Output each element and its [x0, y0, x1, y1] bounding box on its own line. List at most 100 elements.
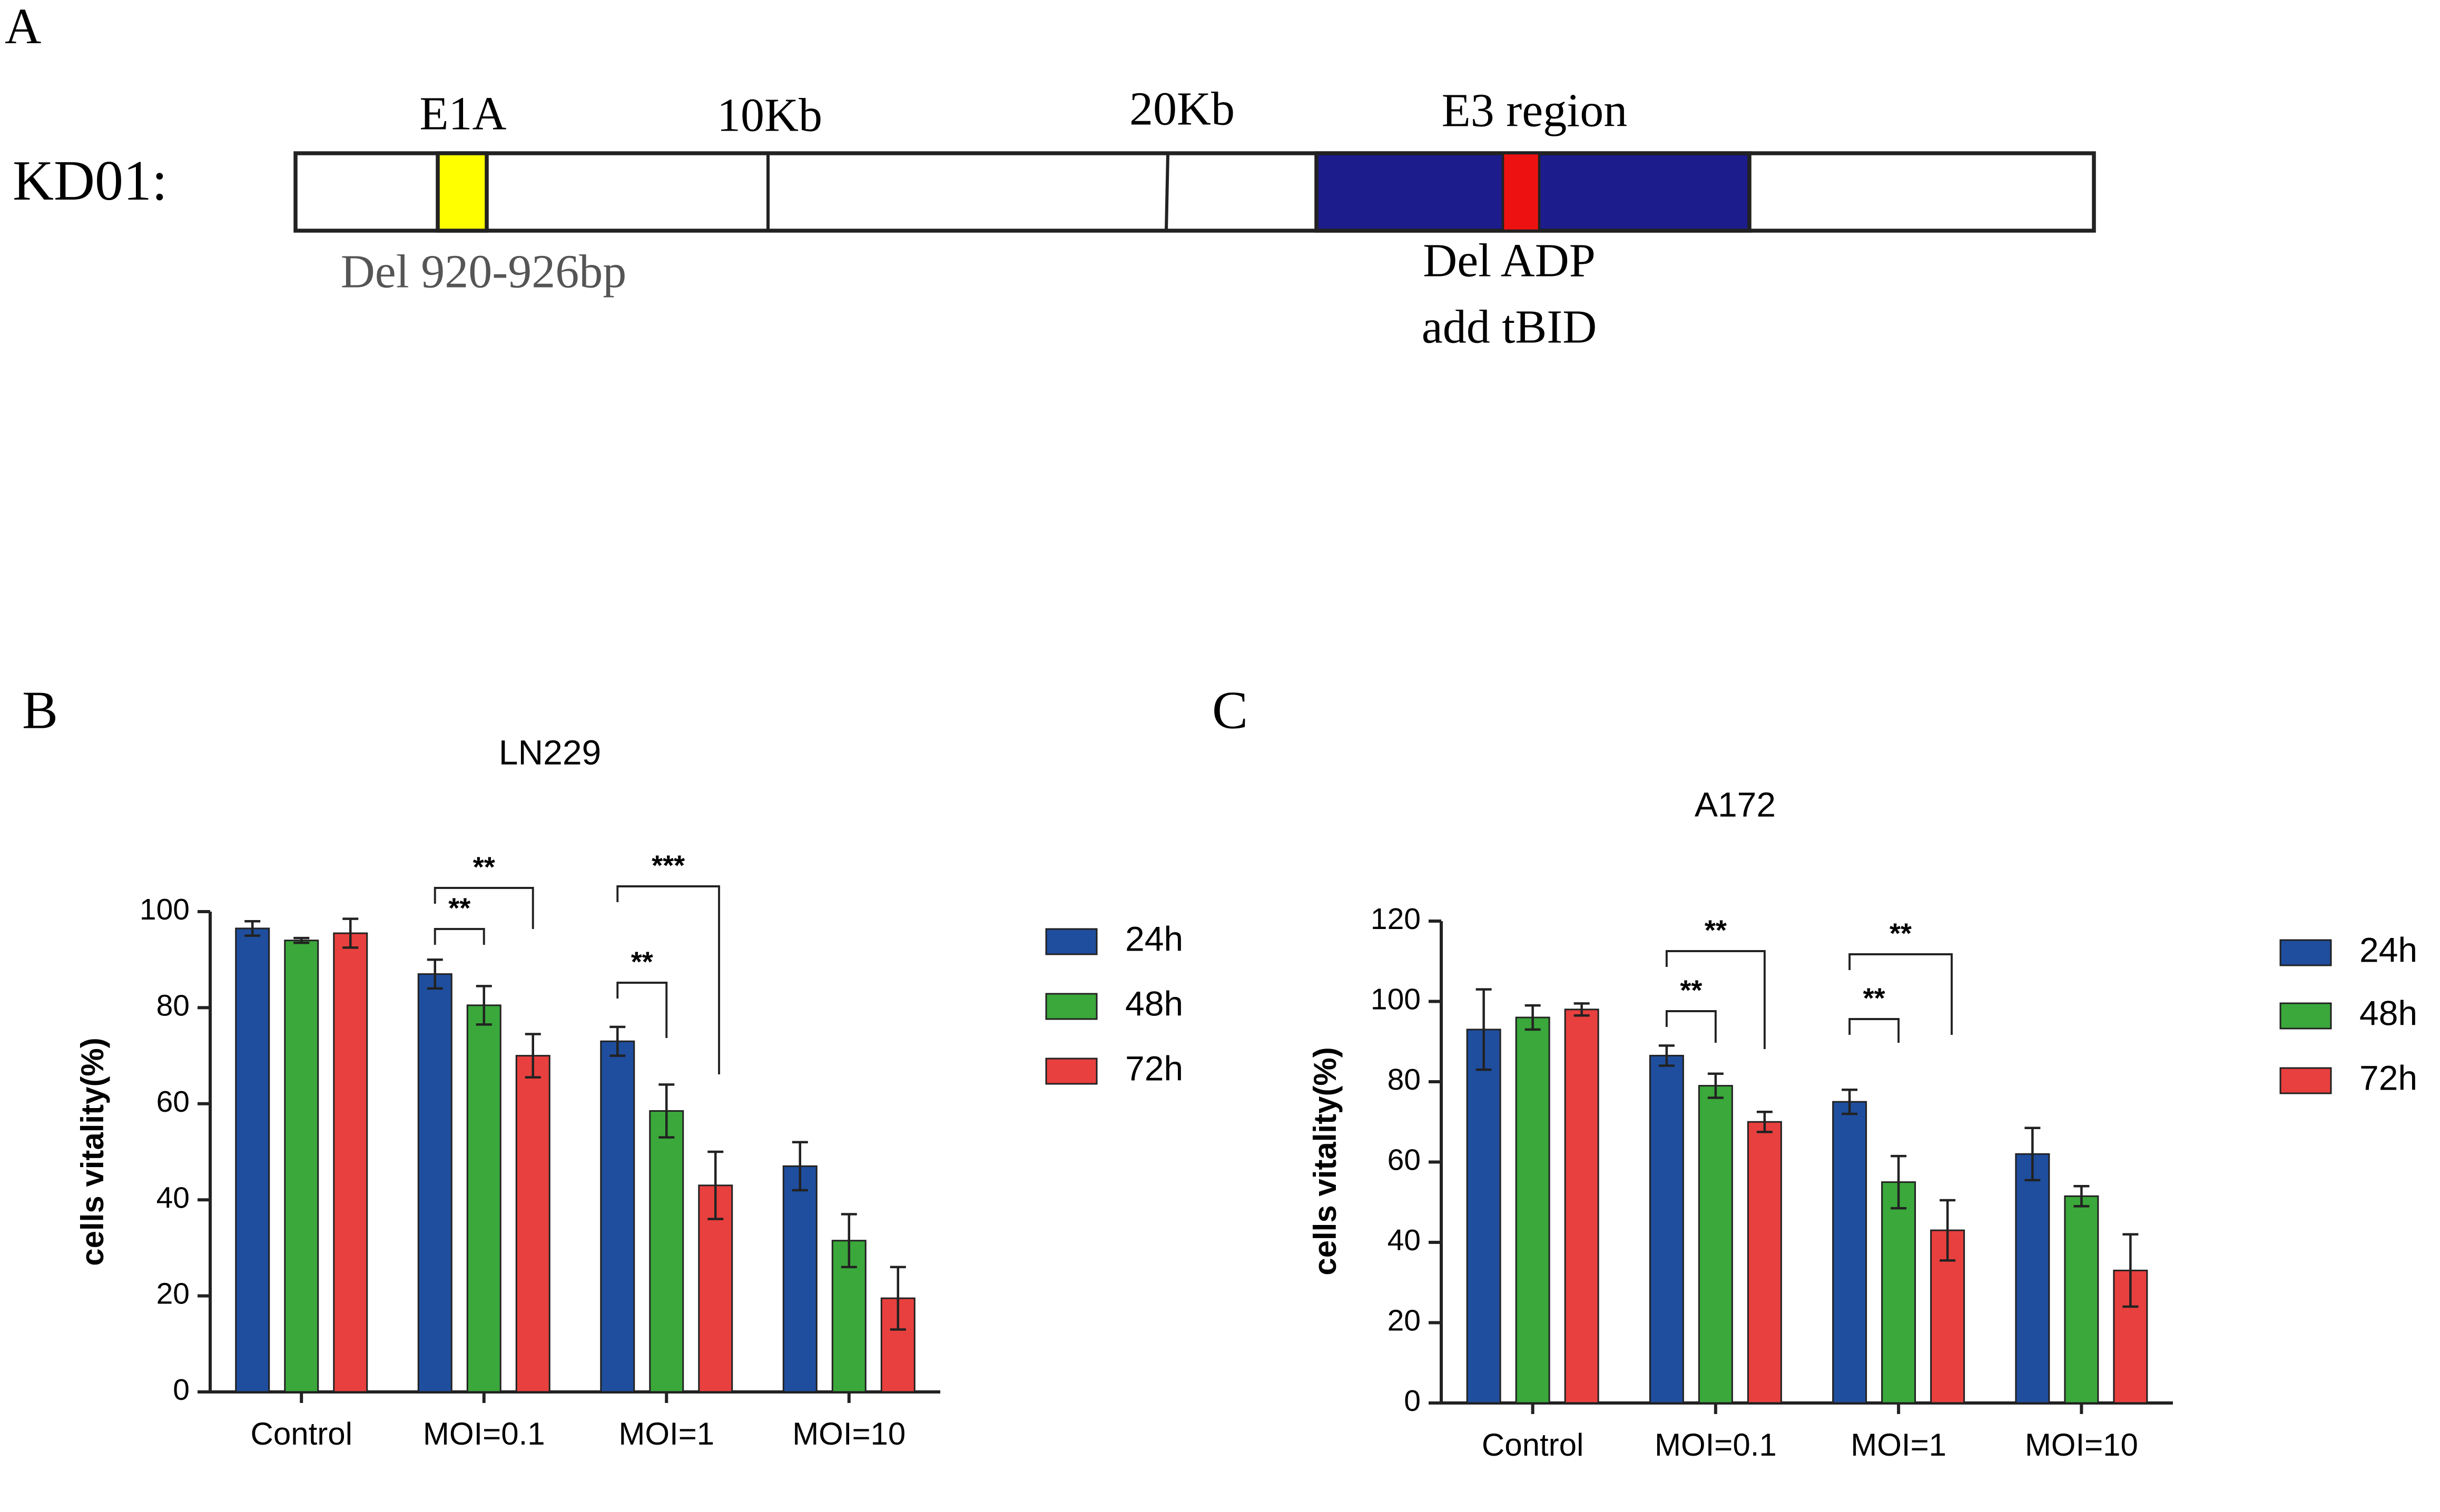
- bar: [417, 973, 452, 1393]
- error-bar: [1940, 1199, 1956, 1262]
- error-bar: [841, 1213, 857, 1269]
- significance-label: **: [1680, 974, 1702, 1006]
- error-bar: [1707, 1072, 1724, 1099]
- x-tick-label: Control: [1482, 1427, 1583, 1462]
- error-bar: [2122, 1233, 2139, 1308]
- bar: [1564, 1009, 1599, 1404]
- bar: [1649, 1054, 1684, 1404]
- significance-bracket: [616, 982, 668, 1038]
- bar: [235, 927, 270, 1393]
- error-bar: [1842, 1089, 1858, 1115]
- legend-swatch: [2279, 939, 2332, 966]
- error-bar: [244, 920, 261, 937]
- x-tick-label: MOI=1: [618, 1416, 714, 1451]
- construct-label: KD01:: [13, 150, 168, 212]
- panel-label: C: [1212, 680, 1248, 740]
- legend-swatch: [2279, 1067, 2332, 1094]
- x-tick-label: MOI=0.1: [1655, 1427, 1777, 1462]
- bar: [1698, 1085, 1733, 1404]
- significance-label: **: [631, 946, 653, 977]
- insertion-note: add tBID: [1422, 301, 1597, 353]
- legend-label: 24h: [2359, 930, 2417, 969]
- error-bar: [525, 1033, 541, 1079]
- tbid-insert: [1501, 152, 1541, 232]
- bar: [466, 1004, 501, 1393]
- significance-label: **: [1890, 917, 1912, 949]
- error-bar: [707, 1150, 724, 1220]
- error-bar: [890, 1266, 906, 1331]
- y-tick-label: 120: [1371, 902, 1421, 936]
- panel-label: B: [22, 680, 58, 740]
- x-tick-label: MOI=0.1: [423, 1416, 545, 1451]
- marker-label: E1A: [420, 88, 507, 140]
- y-tick-label: 0: [1404, 1384, 1421, 1418]
- bar: [2015, 1153, 2050, 1404]
- significance-bracket: [616, 885, 720, 1074]
- y-tick-label: 60: [156, 1085, 190, 1119]
- legend-swatch: [2279, 1002, 2332, 1030]
- bar: [284, 940, 319, 1393]
- bar: [1881, 1181, 1916, 1404]
- y-tick-label: 100: [1371, 983, 1421, 1016]
- error-bar: [1756, 1110, 1773, 1133]
- error-bar: [1658, 1044, 1675, 1067]
- significance-label: **: [473, 851, 495, 883]
- error-bar: [1573, 1002, 1590, 1017]
- panel-label: A: [5, 0, 41, 54]
- y-axis-label: cells vitality(%): [1307, 1047, 1343, 1276]
- bar: [1747, 1121, 1782, 1404]
- e1a-region: [436, 151, 489, 233]
- legend-label: 72h: [2359, 1058, 2417, 1097]
- significance-bracket: [1665, 950, 1766, 1049]
- significance-label: **: [1863, 982, 1885, 1014]
- legend-swatch: [1045, 928, 1098, 955]
- legend-label: 72h: [1125, 1049, 1183, 1088]
- significance-label: **: [448, 892, 470, 924]
- error-bar: [2073, 1185, 2090, 1208]
- deletion-note: Del 920-926bp: [341, 246, 626, 298]
- y-axis-label: cells vitality(%): [75, 1037, 110, 1266]
- bar: [1832, 1101, 1867, 1404]
- x-tick-label: MOI=10: [2025, 1427, 2138, 1462]
- bar: [515, 1055, 550, 1393]
- bar: [649, 1110, 684, 1393]
- error-bar: [427, 958, 443, 990]
- significance-bracket: [434, 928, 485, 945]
- legend-label: 48h: [2359, 993, 2417, 1032]
- y-tick-label: 60: [1388, 1143, 1421, 1177]
- chart-title: A172: [1695, 785, 1776, 824]
- x-tick-label: MOI=10: [792, 1416, 906, 1451]
- significance-bracket: [434, 887, 534, 929]
- x-tick-label: MOI=1: [1851, 1427, 1946, 1462]
- bar: [333, 932, 368, 1393]
- error-bar: [2024, 1126, 2041, 1182]
- y-tick-label: 0: [173, 1373, 190, 1407]
- error-bar: [342, 917, 359, 949]
- y-tick-label: 20: [156, 1277, 190, 1311]
- marker-label: E3 region: [1442, 85, 1627, 137]
- error-bar: [609, 1025, 626, 1057]
- error-bar: [476, 985, 492, 1026]
- bar: [600, 1040, 635, 1393]
- chart-title: LN229: [499, 733, 602, 772]
- error-bar: [293, 936, 310, 944]
- y-tick-label: 80: [1388, 1063, 1421, 1096]
- significance-label: **: [1705, 914, 1727, 946]
- x-tick-label: Control: [251, 1416, 352, 1451]
- bar: [2064, 1195, 2099, 1404]
- y-tick-label: 20: [1388, 1304, 1421, 1338]
- legend-swatch: [1045, 1058, 1098, 1085]
- y-tick-label: 40: [156, 1181, 190, 1214]
- significance-bracket: [1665, 1010, 1717, 1043]
- y-tick-label: 40: [1388, 1223, 1421, 1257]
- error-bar: [1475, 988, 1492, 1071]
- legend-label: 24h: [1125, 919, 1183, 958]
- genome-bar: [293, 151, 2096, 233]
- legend-swatch: [1045, 993, 1098, 1020]
- marker-label: 10Kb: [717, 90, 822, 142]
- error-bar: [1524, 1004, 1541, 1031]
- legend-label: 48h: [1125, 984, 1183, 1023]
- divider: [1165, 153, 1169, 231]
- y-tick-label: 80: [156, 989, 190, 1022]
